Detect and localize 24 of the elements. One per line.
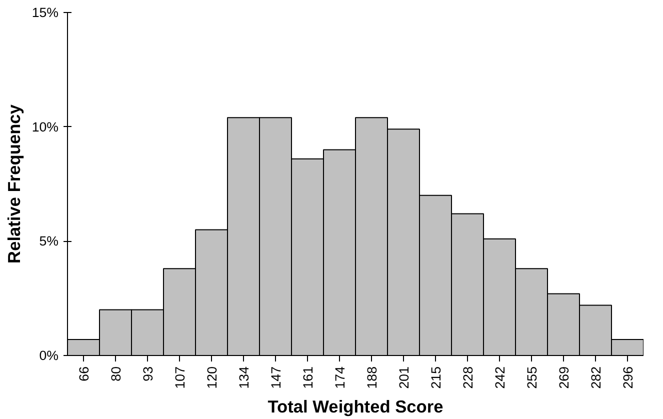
- x-tick-label: 188: [364, 366, 380, 389]
- y-axis-title: Relative Frequency: [4, 104, 24, 264]
- y-tick-label: 0%: [39, 348, 59, 363]
- x-tick-label: 161: [300, 366, 316, 389]
- x-tick-label: 107: [172, 366, 188, 389]
- x-tick-label: 255: [524, 366, 540, 389]
- x-tick-label: 201: [396, 366, 412, 389]
- y-tick-label: 15%: [32, 5, 59, 20]
- x-axis-title: Total Weighted Score: [268, 396, 444, 417]
- x-tick-label: 296: [620, 366, 636, 389]
- x-tick-label: 174: [332, 366, 348, 389]
- x-tick-label: 282: [588, 366, 604, 389]
- y-tick-label: 5%: [39, 234, 59, 249]
- x-tick-label: 215: [428, 366, 444, 389]
- x-tick-label: 147: [268, 366, 284, 389]
- x-tick-label: 93: [140, 366, 156, 382]
- x-tick-label: 269: [556, 366, 572, 389]
- x-tick-label: 134: [236, 366, 252, 389]
- x-tick-label: 120: [204, 366, 220, 389]
- x-tick-label: 80: [108, 366, 124, 382]
- y-tick-label: 10%: [32, 119, 59, 134]
- x-tick-label: 228: [460, 366, 476, 389]
- x-tick-label: 242: [492, 366, 508, 389]
- x-tick-label: 66: [76, 366, 92, 382]
